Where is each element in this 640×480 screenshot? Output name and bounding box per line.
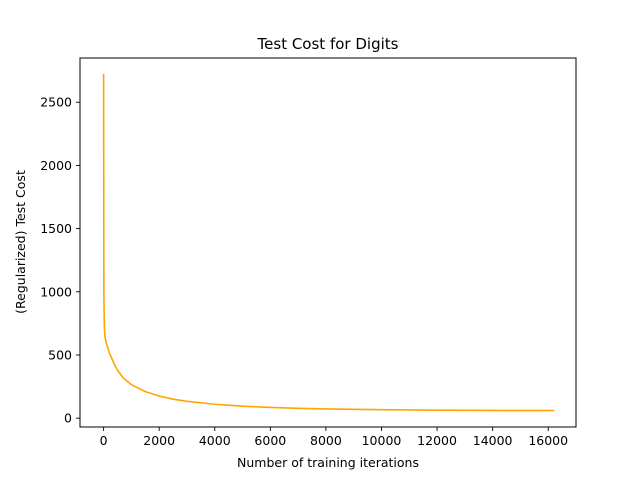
y-tick-label: 2000 [40, 158, 72, 173]
y-tick-label: 2500 [40, 95, 72, 110]
y-tick-label: 1500 [40, 221, 72, 236]
x-tick-label: 12000 [417, 433, 457, 448]
chart-title: Test Cost for Digits [257, 35, 399, 53]
series-layer [102, 73, 555, 412]
x-axis-label: Number of training iterations [237, 455, 419, 470]
plot-area [80, 58, 576, 427]
x-tick-label: 0 [100, 433, 108, 448]
y-axis-label: (Regularized) Test Cost [13, 170, 28, 314]
y-tick-label: 0 [64, 411, 72, 426]
x-tick-label: 2000 [143, 433, 175, 448]
x-tick-label: 6000 [254, 433, 286, 448]
y-tick-label: 500 [48, 347, 72, 362]
y-tick-label: 1000 [40, 284, 72, 299]
plot-frame [79, 57, 577, 428]
x-tick-label: 16000 [528, 433, 568, 448]
axes: 0 2000 4000 6000 8000 10000 12000 14000 16000 0 50… [40, 57, 577, 448]
x-tick-label: 4000 [199, 433, 231, 448]
series-line [102, 73, 555, 412]
x-tick-label: 14000 [473, 433, 513, 448]
x-tick-label: 8000 [310, 433, 342, 448]
x-tick-label: 10000 [362, 433, 402, 448]
plot-background [80, 58, 576, 427]
